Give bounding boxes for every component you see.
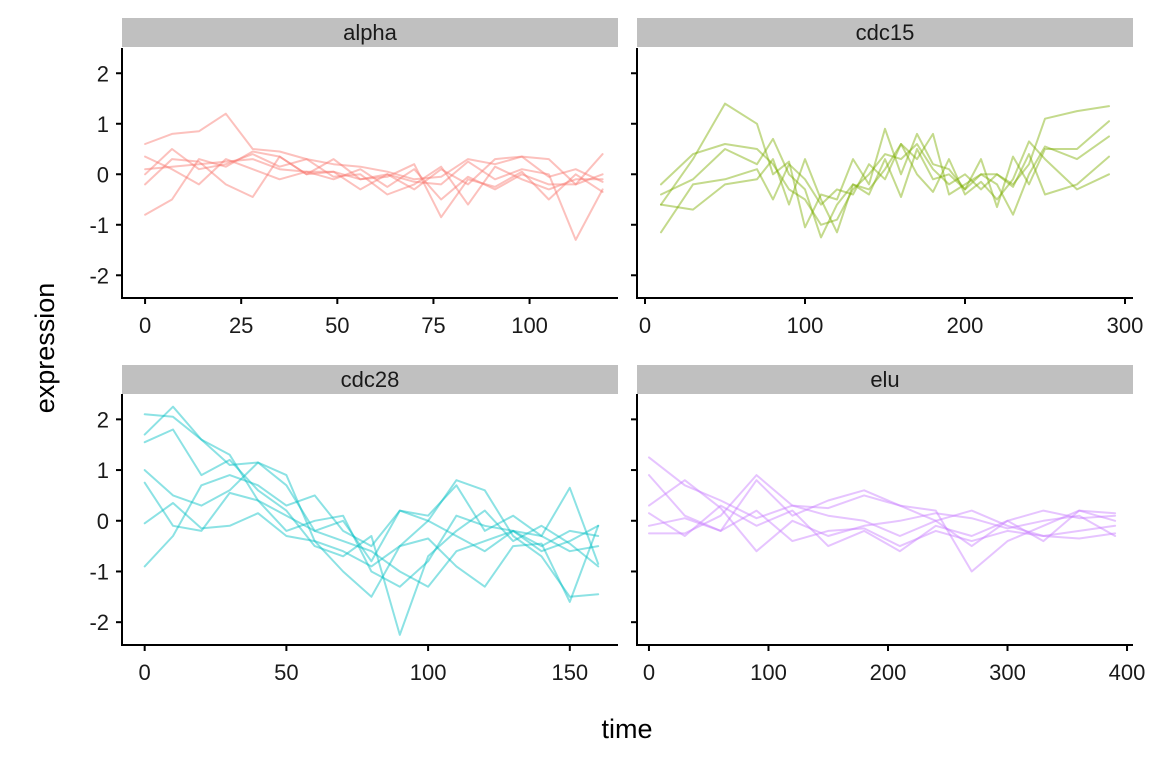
y-tick-label: -1 — [89, 559, 109, 584]
strip-label-cdc15: cdc15 — [856, 20, 915, 45]
x-axis-title: time — [601, 714, 652, 744]
strip-label-elu: elu — [870, 367, 899, 392]
x-tick-label: 50 — [274, 660, 298, 685]
series-line-cdc15-4 — [660, 137, 1110, 239]
series-line-cdc28-7 — [143, 502, 600, 603]
x-tick-label: 0 — [139, 313, 151, 338]
y-tick-label: -1 — [89, 213, 109, 238]
series-line-cdc28-1 — [143, 413, 600, 588]
y-tick-label: 1 — [97, 112, 109, 137]
y-tick-label: -2 — [89, 263, 109, 288]
x-tick-label: 100 — [750, 660, 787, 685]
series-line-elu-1 — [648, 456, 1117, 548]
strip-label-alpha: alpha — [343, 20, 398, 45]
x-tick-label: 100 — [410, 660, 447, 685]
panel-cdc15: cdc15 0 100 200 300 — [631, 18, 1143, 338]
x-tick-label: 400 — [1109, 660, 1146, 685]
series-line-cdc15-5 — [660, 102, 1110, 229]
y-tick-label: 0 — [97, 162, 109, 187]
x-tick-label: 0 — [643, 660, 655, 685]
series-line-cdc28-4 — [143, 474, 600, 568]
x-tick-label: 300 — [1107, 313, 1144, 338]
series-line-cdc28-5 — [143, 481, 600, 588]
series-line-alpha-6 — [144, 155, 604, 191]
y-tick-label: 1 — [97, 458, 109, 483]
x-tick-label: 75 — [421, 313, 445, 338]
series-line-cdc15-2 — [660, 120, 1110, 234]
series-line-alpha-3 — [144, 153, 604, 201]
y-tick-label: 0 — [97, 509, 109, 534]
series-line-elu-2 — [648, 474, 1117, 573]
series-line-cdc28-3 — [143, 428, 600, 636]
y-tick-label: 2 — [97, 61, 109, 86]
series-line-alpha-5 — [144, 155, 604, 219]
series-line-alpha-1 — [144, 112, 604, 186]
x-tick-label: 0 — [139, 660, 151, 685]
x-tick-label: 100 — [511, 313, 548, 338]
x-tick-label: 100 — [787, 313, 824, 338]
x-tick-label: 150 — [551, 660, 588, 685]
strip-background — [637, 365, 1133, 394]
strip-label-cdc28: cdc28 — [341, 367, 400, 392]
x-tick-label: 300 — [989, 660, 1026, 685]
panel-elu: elu 0 100 200 300 400 — [631, 365, 1145, 685]
x-tick-label: 200 — [870, 660, 907, 685]
series-line-alpha-4 — [144, 148, 604, 206]
x-tick-label: 200 — [947, 313, 984, 338]
x-tick-label: 25 — [229, 313, 253, 338]
series-line-elu-6 — [648, 509, 1117, 548]
series-line-cdc15-3 — [660, 132, 1110, 234]
strip-background — [122, 365, 618, 394]
strip-background — [122, 18, 618, 47]
panel-alpha: alpha -2 -1 0 1 2 0 25 50 75 100 — [89, 18, 618, 338]
series-line-elu-5 — [648, 474, 1117, 537]
series-line-cdc28-6 — [143, 461, 600, 563]
series-line-elu-4 — [648, 504, 1117, 553]
series-line-cdc28-2 — [143, 405, 600, 598]
strip-background — [637, 18, 1133, 47]
y-tick-label: 2 — [97, 407, 109, 432]
series-line-elu-3 — [648, 479, 1117, 553]
y-axis-title: expression — [30, 283, 60, 414]
panel-cdc28: cdc28 -2 -1 0 1 2 0 50 100 150 — [89, 365, 618, 685]
series-line-cdc15-1 — [660, 105, 1110, 226]
series-line-alpha-2 — [144, 150, 604, 241]
x-tick-label: 50 — [325, 313, 349, 338]
y-tick-label: -2 — [89, 610, 109, 635]
x-tick-label: 0 — [639, 313, 651, 338]
